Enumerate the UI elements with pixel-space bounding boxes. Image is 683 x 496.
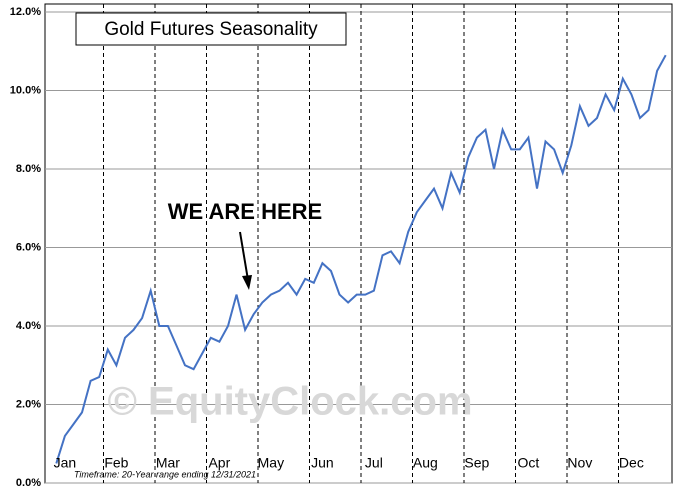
series-line bbox=[55, 54, 667, 464]
chart-title: Gold Futures Seasonality bbox=[104, 19, 318, 40]
footnote: Timeframe: 20-Year range ending 12/31/20… bbox=[74, 469, 256, 479]
y-tick-label: 0.0% bbox=[16, 477, 41, 489]
annotation: WE ARE HERE bbox=[168, 199, 322, 224]
marks bbox=[55, 54, 667, 464]
x-tick-label: Jan bbox=[54, 455, 77, 471]
x-tick-label: Apr bbox=[208, 455, 230, 471]
x-tick-label: May bbox=[258, 455, 284, 471]
x-tick-label: Jul bbox=[365, 455, 383, 471]
x-tick-label: Jun bbox=[311, 455, 334, 471]
x-tick-label: Oct bbox=[517, 455, 539, 471]
arrow bbox=[239, 231, 249, 281]
y-tick-label: 6.0% bbox=[16, 241, 41, 253]
x-tick-label: Nov bbox=[567, 455, 592, 471]
x-tick-label: Dec bbox=[619, 455, 644, 471]
title-box bbox=[75, 12, 347, 46]
x-tick-label: Mar bbox=[156, 455, 180, 471]
y-tick-label: 10.0% bbox=[10, 84, 41, 96]
x-tick-label: Aug bbox=[413, 455, 438, 471]
grid bbox=[45, 4, 672, 484]
y-tick-label: 2.0% bbox=[16, 398, 41, 410]
y-tick-label: 8.0% bbox=[16, 163, 41, 175]
watermark: © EquityClock.com bbox=[107, 380, 472, 424]
x-tick-label: Feb bbox=[104, 455, 128, 471]
x-tick-label: Sep bbox=[464, 455, 489, 471]
arrow-head bbox=[242, 275, 252, 290]
y-tick-label: 4.0% bbox=[16, 320, 41, 332]
y-tick-label: 12.0% bbox=[10, 6, 41, 18]
